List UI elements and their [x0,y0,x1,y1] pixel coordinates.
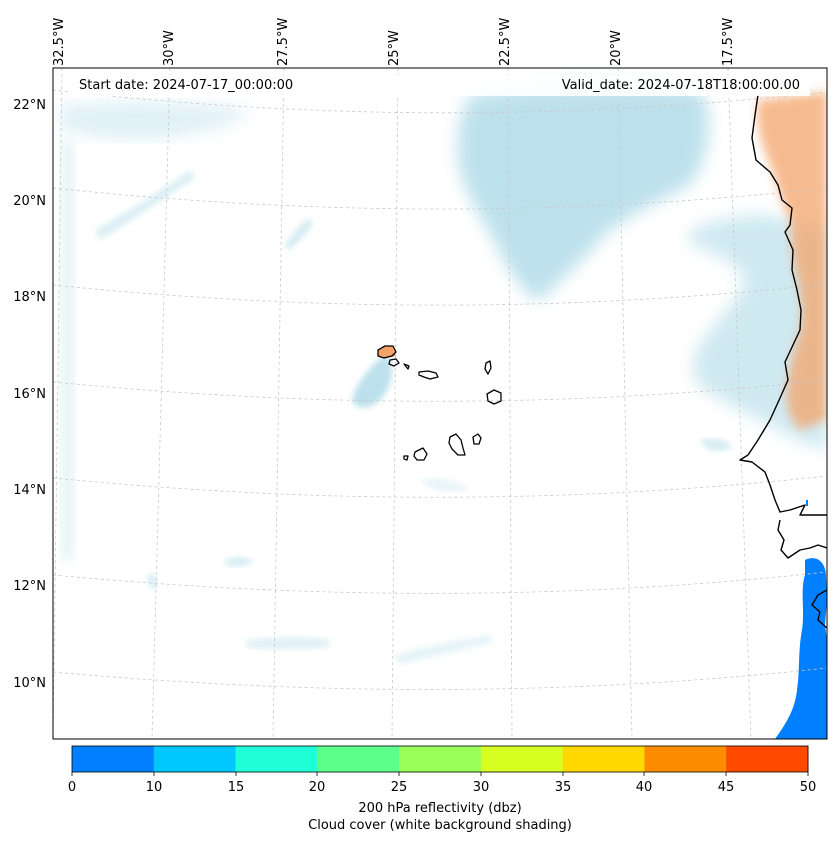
lat-label-12n: 12°N [13,579,46,594]
start-date-label: Start date: 2024-07-17_00:00:00 [79,78,294,93]
colorbar [72,746,809,772]
cloud-cover-layer [60,84,827,664]
info-box-background [70,75,810,96]
cloud-streak-2 [285,218,312,250]
colorbar-tick-label: 40 [635,780,653,795]
colorbar-segment [480,746,564,772]
colorbar-segment [726,746,809,772]
cloud-band-north [457,84,709,300]
island-santo-antao [377,345,397,359]
coastline-guinea [777,519,827,559]
reflectivity-dot [806,500,808,506]
colorbar-tick-label: 35 [554,780,572,795]
lon-label-30w: 30°W [162,30,177,66]
coastline-west-africa [739,94,827,516]
colorbar-tick-label: 0 [67,780,77,795]
colorbar-segment [72,746,155,772]
colorbar-tick-label: 10 [145,780,163,795]
cloud-blob-4 [420,478,468,492]
colorbar-tick-label: 20 [308,780,326,795]
lat-label-20n: 20°N [13,194,46,209]
lat-label-18n: 18°N [13,290,46,305]
colorbar-label: 200 hPa reflectivity (dbz) [358,801,522,816]
colorbar-segment [562,746,645,772]
island-sal [484,360,492,375]
lon-label-27-5w: 27.5°W [276,17,291,66]
colorbar-segment [317,746,400,772]
island-boa-vista [486,389,502,405]
colorbar-tick-label: 15 [227,780,245,795]
coastline-guinea-2 [811,589,827,629]
lon-label-17-5w: 17.5°W [721,17,736,66]
lon-label-20w: 20°W [609,30,624,66]
colorbar-sublabel: Cloud cover (white background shading) [308,818,572,833]
island-santiago [448,433,466,456]
map-frame [52,67,828,740]
valid-date-label: Valid_date: 2024-07-18T18:00:00.00 [561,78,800,93]
lat-label-16n: 16°N [13,387,46,402]
island-fogo [413,447,428,461]
lat-label-10n: 10°N [13,676,46,691]
colorbar-tick-label: 50 [799,780,817,795]
colorbar-segment [235,746,318,772]
cloud-blob-2 [147,573,158,590]
colorbar-tick-label: 25 [390,780,408,795]
coastline [739,94,827,629]
reflectivity-layer [775,500,827,739]
colorbar-tick-marks [71,772,809,776]
island-sao-nicolau [418,370,439,380]
reflectivity-cell-south [775,558,827,739]
cloud-cape-verde-plume [352,355,392,408]
island-santa-luzia [403,363,410,370]
cloud-blob-3 [700,438,732,452]
colorbar-segment [644,746,727,772]
cloud-blob-1 [225,556,252,567]
colorbar-segment [399,746,482,772]
island-sao-vicente [388,358,400,367]
cloud-streak-3 [245,637,330,650]
cloud-streak-4 [395,635,492,664]
lon-label-32-5w: 32.5°W [52,17,67,66]
lat-label-22n: 22°N [13,98,46,113]
island-brava [403,455,409,461]
graticule [53,68,827,739]
colorbar-tick-label: 30 [472,780,490,795]
lat-label-14n: 14°N [13,483,46,498]
lon-label-22-5w: 22.5°W [498,17,513,66]
cape-verde-islands [377,345,502,461]
colorbar-segment [153,746,237,772]
lon-label-25w: 25°W [387,30,402,66]
colorbar-outline [71,745,809,773]
cloud-west-edge [60,140,75,560]
colorbar-tick-label: 45 [717,780,735,795]
cloud-streak-1 [95,170,195,240]
land-shading-africa [757,92,827,430]
island-maio [472,433,482,445]
cloud-band-northwest [60,101,250,140]
